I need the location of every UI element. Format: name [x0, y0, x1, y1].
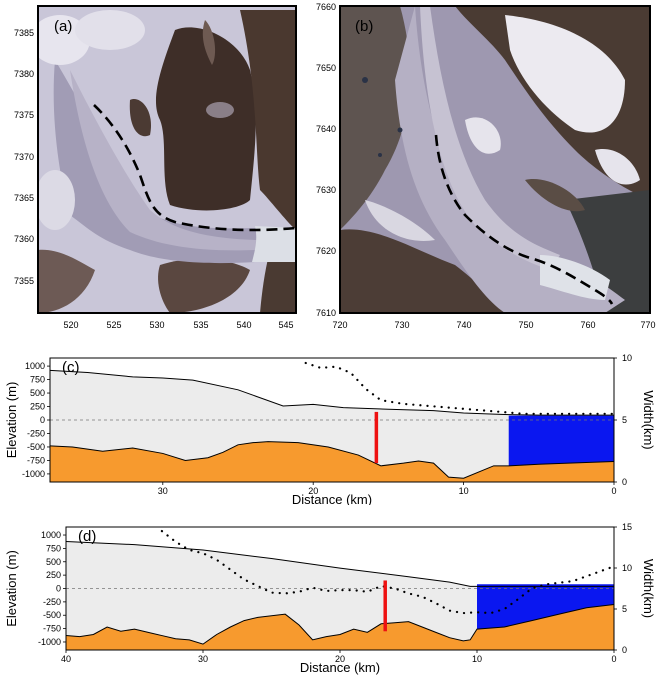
y-tick-label: 750	[46, 543, 61, 553]
tick-label: 545	[278, 320, 293, 330]
x-tick-label: 10	[459, 486, 469, 496]
x-tick-label: 0	[611, 654, 616, 664]
y-tick-label: 250	[46, 570, 61, 580]
y2-axis-label: Width(km)	[641, 559, 656, 618]
y-tick-label: -250	[43, 597, 61, 607]
y2-tick-label: 15	[622, 522, 632, 532]
y-axis-label: Elevation (m)	[4, 382, 19, 459]
tick-label: 7355	[14, 276, 34, 286]
ocean-area	[477, 584, 614, 630]
x-axis-b: 720 730 740 750 760 770	[332, 320, 655, 330]
tick-label: 7385	[14, 28, 34, 38]
y-tick-label: 0	[56, 584, 61, 594]
tick-label: 535	[193, 320, 208, 330]
y2-tick-label: 5	[622, 415, 627, 425]
satellite-image-a	[38, 6, 296, 313]
ice-surface-line	[65, 540, 614, 587]
y2-tick-label: 0	[622, 477, 627, 487]
tick-label: 750	[518, 320, 533, 330]
x-tick-label: 30	[158, 486, 168, 496]
tick-label: 730	[394, 320, 409, 330]
x-tick-label: 40	[61, 654, 71, 664]
bed-line	[49, 441, 615, 479]
bedrock-area	[50, 441, 614, 482]
tick-label: 7620	[316, 246, 336, 256]
y-tick-label: 250	[30, 402, 45, 412]
width-dotted-line	[304, 361, 616, 415]
map-panel-a: (a) 7385 7380 7375 7370 7365 7360 7355 5…	[14, 5, 297, 330]
x-tick-label: 0	[611, 486, 616, 496]
panel-label-b: (b)	[355, 18, 373, 35]
y-tick-label: -750	[43, 624, 61, 634]
y-tick-label: 1000	[41, 530, 61, 540]
y2-tick-label: 0	[622, 645, 627, 655]
profile-chart-d: 1000 750 500 250 0 -250 -500 -750 -1000 0 5 10 15 40 3…	[4, 522, 656, 675]
tick-label: 740	[456, 320, 471, 330]
bed-line	[65, 604, 615, 645]
x-axis-a: 520 525 530 535 540 545	[63, 320, 293, 330]
tick-label: 760	[580, 320, 595, 330]
y2-axis-label: Width(km)	[641, 390, 656, 449]
tick-label: 7375	[14, 110, 34, 120]
map-panel-b: (b) 7660 7650 7640 7630 7620 7610 720 73…	[316, 2, 656, 330]
y-axis-a: 7385 7380 7375 7370 7365 7360 7355	[14, 28, 34, 286]
tick-label: 7360	[14, 234, 34, 244]
tick-label: 720	[332, 320, 347, 330]
bedrock-area	[66, 604, 614, 650]
tick-label: 525	[106, 320, 121, 330]
flowline-b	[434, 134, 614, 305]
x-tick-label: 30	[198, 654, 208, 664]
x-tick-label: 20	[308, 486, 318, 496]
tick-label: 7380	[14, 69, 34, 79]
y-tick-label: -750	[27, 455, 45, 465]
tick-label: 7630	[316, 185, 336, 195]
profile-chart-c: 1000 750 500 250 0 -250 -500 -750 -1000 0 5 10 30 20 1…	[4, 353, 656, 505]
y-tick-label: -250	[27, 428, 45, 438]
ocean-area	[508, 415, 614, 466]
tick-label: 7660	[316, 2, 336, 12]
tick-label: 7650	[316, 63, 336, 73]
tick-label: 7640	[316, 124, 336, 134]
y-tick-label: -1000	[22, 469, 45, 479]
y-tick-label: 500	[30, 388, 45, 398]
y-tick-label: -1000	[38, 637, 61, 647]
tick-label: 7365	[14, 193, 34, 203]
x-axis-label: Distance (km)	[300, 660, 380, 675]
satellite-image-b	[340, 6, 650, 313]
tick-label: 770	[640, 320, 655, 330]
panel-label: (c)	[62, 359, 80, 376]
ice-surface-line	[49, 369, 614, 416]
x-tick-label: 20	[335, 654, 345, 664]
tick-label: 520	[63, 320, 78, 330]
y-tick-label: 1000	[25, 361, 45, 371]
ice-area	[50, 370, 614, 479]
tick-label: 530	[149, 320, 164, 330]
tick-label: 540	[236, 320, 251, 330]
y-tick-label: 500	[46, 557, 61, 567]
panel-label-a: (a)	[54, 18, 72, 35]
y-tick-label: 0	[40, 415, 45, 425]
y-tick-label: -500	[27, 442, 45, 452]
y2-tick-label: 10	[622, 353, 632, 363]
tick-label: 7370	[14, 152, 34, 162]
y-tick-label: 750	[30, 375, 45, 385]
y-axis-label: Elevation (m)	[4, 550, 19, 627]
x-tick-label: 10	[472, 654, 482, 664]
panel-label: (d)	[78, 528, 96, 545]
y-tick-label: -500	[43, 610, 61, 620]
x-axis-label: Distance (km)	[292, 492, 372, 505]
tick-label: 7610	[316, 308, 336, 318]
flowline-a	[93, 104, 296, 232]
y-axis-b: 7660 7650 7640 7630 7620 7610	[316, 2, 336, 318]
y2-tick-label: 10	[622, 563, 632, 573]
y2-tick-label: 5	[622, 604, 627, 614]
